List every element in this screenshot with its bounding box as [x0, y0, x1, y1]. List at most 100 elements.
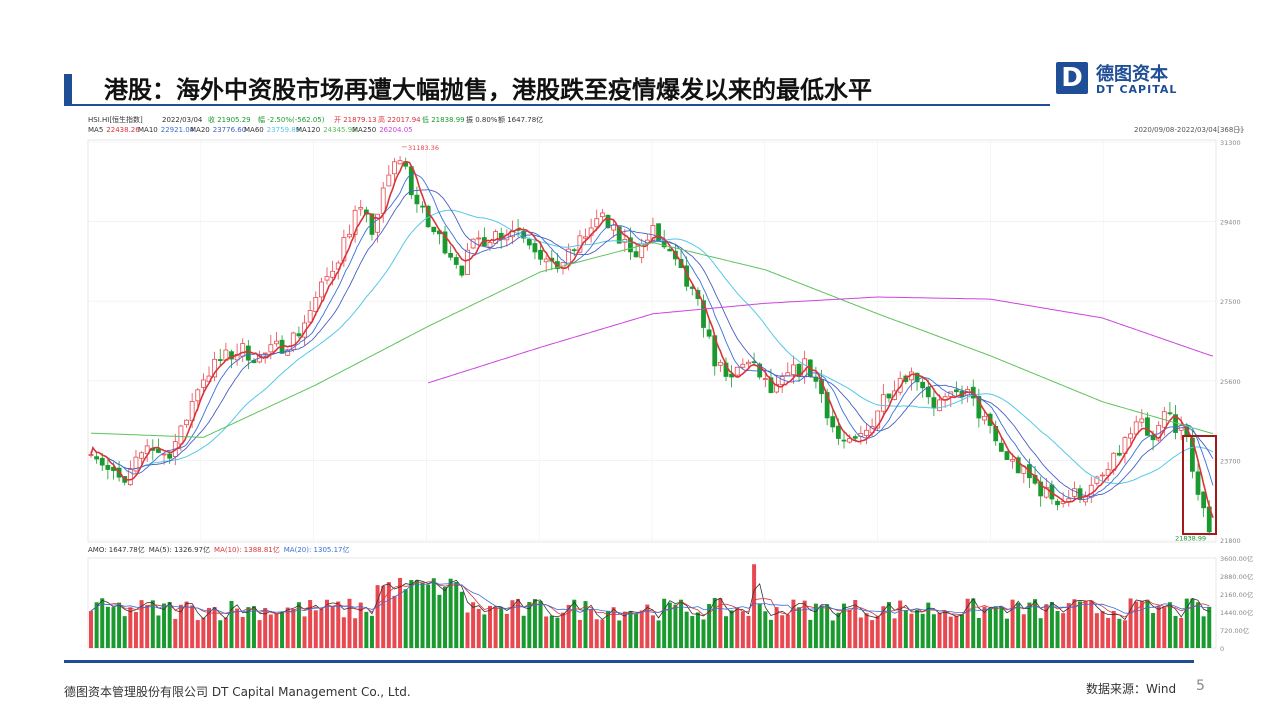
volume-bar	[122, 616, 127, 648]
candle-body	[830, 416, 836, 428]
candle-body	[1010, 459, 1015, 462]
volume-bar	[173, 618, 178, 648]
volume-bar	[375, 585, 380, 648]
candle-body	[1004, 451, 1010, 460]
candle-body	[656, 223, 661, 242]
volume-bar	[156, 615, 161, 648]
volume-bar	[291, 609, 296, 648]
collapse-arrow-icon[interactable]: ‹›	[1238, 125, 1244, 134]
volume-bar	[808, 619, 813, 648]
candle-body	[605, 214, 611, 229]
candle-body	[442, 231, 448, 254]
candle-body	[824, 392, 830, 419]
candle-body	[375, 213, 380, 233]
volume-bar	[212, 607, 217, 648]
volume-bar	[308, 600, 313, 648]
volume-bar	[622, 611, 627, 648]
candle-body	[779, 376, 785, 385]
volume-bar	[707, 603, 712, 648]
volume-bar	[780, 615, 785, 648]
volume-bar	[746, 615, 751, 648]
slide-title: 港股：海外中资股市场再遭大幅抛售，港股跌至疫情爆发以来的最低水平	[104, 76, 872, 104]
candle-body	[880, 394, 886, 412]
volume-bar	[864, 613, 869, 648]
volume-bar	[566, 604, 571, 648]
volume-bar	[634, 613, 639, 648]
volume-bar	[1134, 601, 1139, 648]
volume-bar	[1196, 602, 1201, 648]
candle-body	[538, 249, 543, 260]
title-accent-bar	[64, 74, 72, 104]
volume-bar	[274, 613, 279, 648]
chart-turnover: 额 1647.78亿	[498, 115, 543, 124]
volume-bar	[251, 606, 256, 648]
volume-tick-label: 1440.00亿	[1220, 608, 1254, 617]
candle-body	[195, 389, 201, 402]
volume-bar	[667, 602, 672, 648]
volume-bar	[184, 601, 189, 648]
volume-bar	[886, 602, 891, 648]
ma-legend-ma10: MA10 22921.04	[138, 126, 195, 134]
volume-bar	[825, 604, 830, 648]
volume-bar	[1089, 600, 1094, 648]
candle-body	[88, 454, 94, 456]
volume-bar	[1207, 606, 1212, 648]
volume-bar	[920, 613, 925, 648]
volume-bar	[409, 580, 414, 648]
volume-bar	[679, 599, 684, 648]
volume-bar	[223, 617, 228, 648]
price-tick-label: 31300	[1220, 139, 1241, 147]
volume-bar	[100, 598, 105, 648]
candle-body	[937, 399, 942, 412]
candle-body	[397, 160, 403, 165]
footer-divider	[64, 660, 1194, 663]
candle-body	[1201, 491, 1207, 509]
volume-bar	[257, 620, 262, 648]
chart-date-range: 2020/09/08-2022/03/04[368日]	[1134, 126, 1243, 134]
volume-bar	[898, 600, 903, 648]
volume-bar	[1162, 607, 1167, 648]
volume-bar	[1201, 616, 1206, 648]
candle-body	[717, 361, 723, 366]
candle-body	[521, 231, 527, 239]
volume-bar	[302, 616, 307, 648]
chart-background	[86, 112, 1254, 652]
candle-body	[931, 397, 937, 409]
volume-bar	[695, 612, 700, 648]
volume-bar	[1184, 598, 1189, 648]
candle-body	[611, 224, 617, 231]
candle-body	[622, 239, 628, 243]
volume-bar	[145, 605, 150, 648]
data-source: 数据来源：Wind	[1086, 682, 1177, 696]
volume-bar	[662, 598, 667, 648]
volume-bar	[263, 607, 268, 648]
min-value-label: 21838.99	[1175, 534, 1206, 542]
volume-bar	[117, 602, 122, 648]
volume-bar	[443, 586, 448, 648]
volume-bar	[465, 612, 470, 648]
candle-body	[465, 249, 470, 275]
volume-bar	[353, 618, 358, 648]
candle-body	[1038, 481, 1044, 497]
volume-bar	[313, 610, 318, 648]
candle-body	[740, 363, 746, 368]
candle-body	[835, 425, 841, 439]
candle-body	[953, 389, 959, 393]
volume-bar	[577, 619, 582, 648]
candle-body	[431, 226, 437, 233]
candle-body	[982, 415, 987, 421]
volume-bar	[1106, 617, 1111, 648]
volume-bar	[89, 611, 93, 648]
volume-bar	[915, 609, 920, 648]
volume-tick-label: 2880.00亿	[1220, 572, 1254, 581]
candle-body	[1111, 452, 1117, 471]
volume-bar	[802, 600, 807, 648]
volume-bar	[993, 606, 998, 648]
candle-body	[414, 194, 420, 205]
candle-body	[105, 465, 111, 470]
volume-bar	[988, 607, 993, 648]
candle-body	[380, 187, 386, 214]
candle-body	[667, 248, 673, 252]
volume-bar	[240, 616, 245, 648]
candle-body	[571, 249, 577, 252]
